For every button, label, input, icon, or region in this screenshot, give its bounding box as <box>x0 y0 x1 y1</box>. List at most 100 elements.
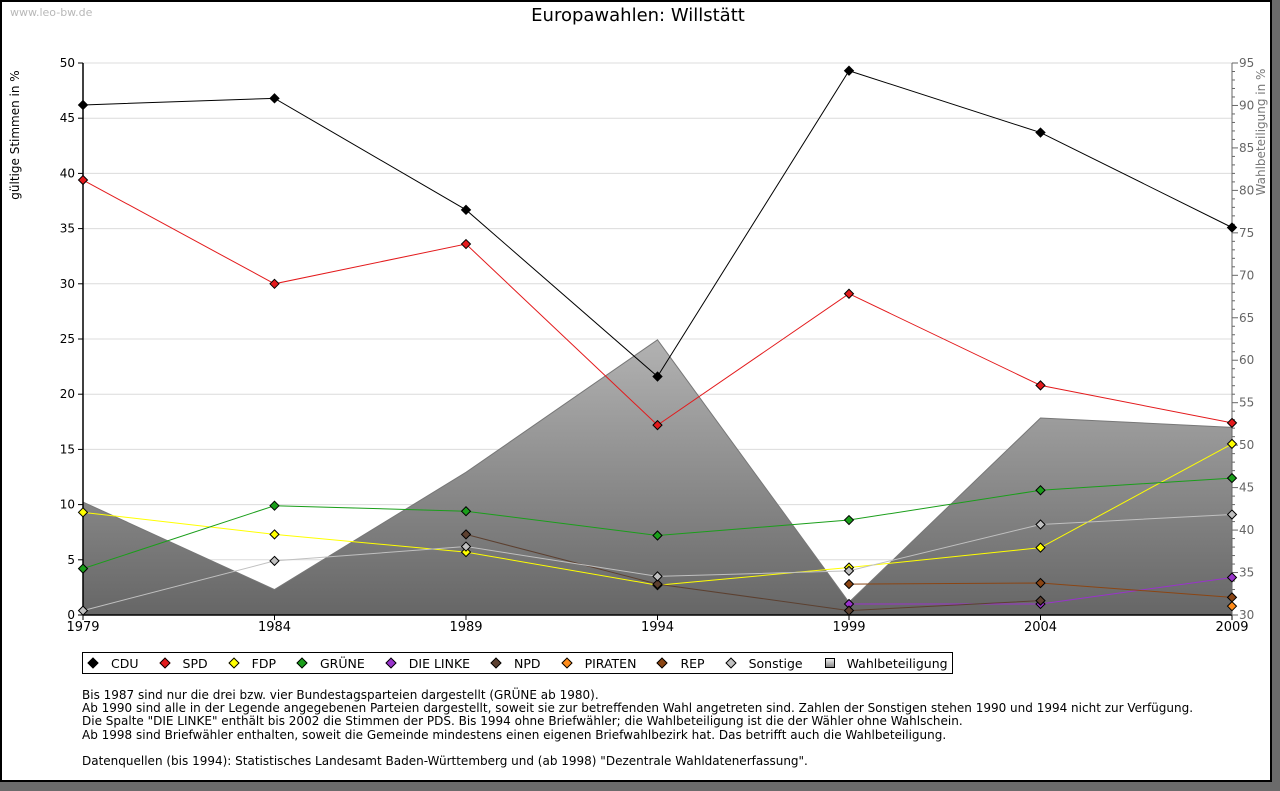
data-point-fdp <box>269 529 280 540</box>
y2-tick-label: 40 <box>1239 523 1254 537</box>
y-tick-label: 5 <box>67 553 75 567</box>
data-point-cdu <box>1035 127 1046 138</box>
data-point-sonstige <box>1226 509 1238 520</box>
legend-marker-icon <box>227 657 240 669</box>
y-tick-label: 20 <box>60 387 75 401</box>
y-tick-label: 45 <box>60 111 75 125</box>
y2-tick-label: 70 <box>1239 268 1254 282</box>
y-tick-label: 25 <box>60 332 75 346</box>
legend-item: REP <box>656 655 705 671</box>
data-point-cdu <box>77 99 89 111</box>
data-point-spd <box>460 238 472 250</box>
source-note: Datenquellen (bis 1994): Statistisches L… <box>82 753 808 768</box>
x-tick-label: 1994 <box>641 620 674 635</box>
data-point-fdp <box>1035 542 1046 553</box>
y-tick-label: 15 <box>60 442 75 456</box>
data-point-spd <box>77 174 89 186</box>
note-line: Ab 1990 sind alle in der Legende angegeb… <box>82 701 1194 716</box>
watermark: www.leo-bw.de <box>10 6 93 19</box>
data-point-sonstige <box>1035 519 1046 530</box>
y-tick-label: 0 <box>67 608 75 622</box>
data-point-gr-ne <box>460 506 472 517</box>
x-tick-label: 1989 <box>449 620 482 635</box>
legend-item: NPD <box>490 655 541 671</box>
x-tick-label: 1999 <box>832 620 865 635</box>
legend-label: Wahlbeteiligung <box>846 655 948 671</box>
data-point-die-linke <box>1226 572 1238 583</box>
data-point-sonstige <box>77 605 89 616</box>
chart-svg: 0 5 10 15 20 25 30 35 40 45 50 1979 1984 1989 1994 1999… <box>8 56 1268 635</box>
data-point-spd <box>843 288 855 299</box>
axes: 0 5 10 15 20 25 30 35 40 45 50 1979 1984 1989 1994 1999… <box>60 56 1255 635</box>
legend-marker-icon <box>87 657 99 669</box>
series-line-npd <box>465 533 1041 612</box>
legend-marker-icon <box>490 657 502 669</box>
data-point-npd <box>843 605 855 616</box>
turnout-area-layer <box>82 339 1233 615</box>
y-tick-label: 40 <box>60 166 75 180</box>
data-point-cdu <box>1226 222 1238 233</box>
legend-item: CDU <box>87 655 139 671</box>
data-point-spd <box>1226 417 1238 429</box>
turnout-area-outline <box>82 339 1233 604</box>
turnout-area <box>83 339 1232 615</box>
data-point-gr-ne <box>77 563 89 574</box>
data-point-cdu <box>269 93 280 104</box>
data-point-gr-ne <box>843 514 855 526</box>
data-point-cdu <box>652 371 663 382</box>
legend-label: Sonstige <box>748 655 803 671</box>
y2-tick-label: 55 <box>1239 396 1254 410</box>
x-tick-label: 1979 <box>66 620 99 635</box>
data-point-gr-ne <box>1035 485 1046 496</box>
y2-tick-label: 60 <box>1239 353 1254 367</box>
legend-item: PIRATEN <box>560 655 637 671</box>
data-point-spd <box>1035 380 1046 391</box>
data-point-gr-ne <box>1226 472 1238 484</box>
x-tick-label: 2009 <box>1215 620 1248 635</box>
legend-marker-icon <box>656 657 669 669</box>
legend-label: CDU <box>111 655 139 671</box>
y2-tick-label: 45 <box>1239 481 1254 495</box>
y2-tick-label: 65 <box>1239 311 1254 325</box>
y2-tick-label: 85 <box>1239 141 1254 155</box>
legend-label: NPD <box>514 655 541 671</box>
legend-item: Sonstige <box>724 655 803 671</box>
legend-label: GRÜNE <box>319 655 365 671</box>
series-markers <box>77 65 1238 616</box>
y2-tick-label: 50 <box>1239 438 1254 452</box>
data-point-sonstige <box>652 571 663 582</box>
x-tick-label: 2004 <box>1024 620 1057 635</box>
legend-marker-icon <box>560 657 573 669</box>
data-point-sonstige <box>460 541 472 552</box>
data-point-fdp <box>1226 438 1238 450</box>
legend-label: REP <box>680 655 705 671</box>
data-point-fdp <box>460 546 472 558</box>
data-point-spd <box>652 419 663 431</box>
legend-label: DIE LINKE <box>408 655 471 671</box>
data-point-rep <box>1035 577 1046 589</box>
data-point-gr-ne <box>652 530 663 541</box>
legend-label: FDP <box>251 655 276 671</box>
x-tick-label: 1984 <box>258 620 291 635</box>
legend-label: PIRATEN <box>584 655 637 671</box>
data-point-cdu <box>460 204 472 216</box>
data-point-npd <box>1035 595 1046 606</box>
y2-tick-label: 75 <box>1239 226 1254 240</box>
note-line: Die Spalte "DIE LINKE" enthält bis 2002 … <box>82 714 963 729</box>
chart-title: Europawahlen: Willstätt <box>531 5 745 26</box>
legend-item: FDP <box>227 655 276 671</box>
y2-tick-label: 35 <box>1239 566 1254 580</box>
data-point-gr-ne <box>269 500 280 511</box>
y-tick-label: 10 <box>60 498 75 512</box>
note-line: Ab 1998 sind Briefwähler enthalten, sowe… <box>82 727 947 742</box>
legend-label: SPD <box>182 655 208 671</box>
legend: CDU SPD FDP GRÜNE DIE LINKE NPD PIRATEN REP Sons… <box>82 652 953 674</box>
y-tick-label: 50 <box>60 56 75 70</box>
data-point-npd <box>460 529 472 540</box>
data-point-rep <box>843 578 855 590</box>
data-point-sonstige <box>269 555 280 567</box>
data-point-sonstige <box>843 565 855 577</box>
y-tick-label: 30 <box>60 277 75 291</box>
data-point-spd <box>269 278 280 290</box>
legend-area-icon <box>824 658 835 668</box>
